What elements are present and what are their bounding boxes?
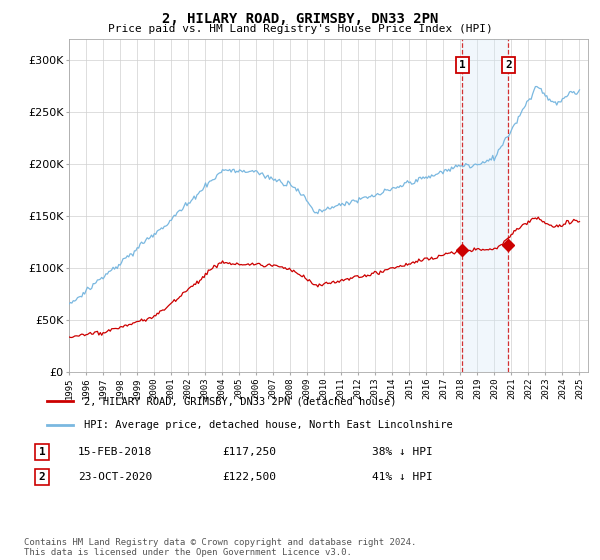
Text: 2, HILARY ROAD, GRIMSBY, DN33 2PN (detached house): 2, HILARY ROAD, GRIMSBY, DN33 2PN (detac… <box>83 396 396 407</box>
Text: HPI: Average price, detached house, North East Lincolnshire: HPI: Average price, detached house, Nort… <box>83 419 452 430</box>
Text: 1: 1 <box>459 60 466 70</box>
Text: 2, HILARY ROAD, GRIMSBY, DN33 2PN: 2, HILARY ROAD, GRIMSBY, DN33 2PN <box>162 12 438 26</box>
Text: 2: 2 <box>505 60 512 70</box>
Text: 15-FEB-2018: 15-FEB-2018 <box>78 447 152 457</box>
Text: 38% ↓ HPI: 38% ↓ HPI <box>372 447 433 457</box>
Text: 41% ↓ HPI: 41% ↓ HPI <box>372 472 433 482</box>
Text: 1: 1 <box>38 447 46 457</box>
Text: 2: 2 <box>38 472 46 482</box>
Text: 23-OCT-2020: 23-OCT-2020 <box>78 472 152 482</box>
Text: Contains HM Land Registry data © Crown copyright and database right 2024.
This d: Contains HM Land Registry data © Crown c… <box>24 538 416 557</box>
Text: £122,500: £122,500 <box>222 472 276 482</box>
Text: £117,250: £117,250 <box>222 447 276 457</box>
Text: Price paid vs. HM Land Registry's House Price Index (HPI): Price paid vs. HM Land Registry's House … <box>107 24 493 34</box>
Bar <box>463 39 508 372</box>
